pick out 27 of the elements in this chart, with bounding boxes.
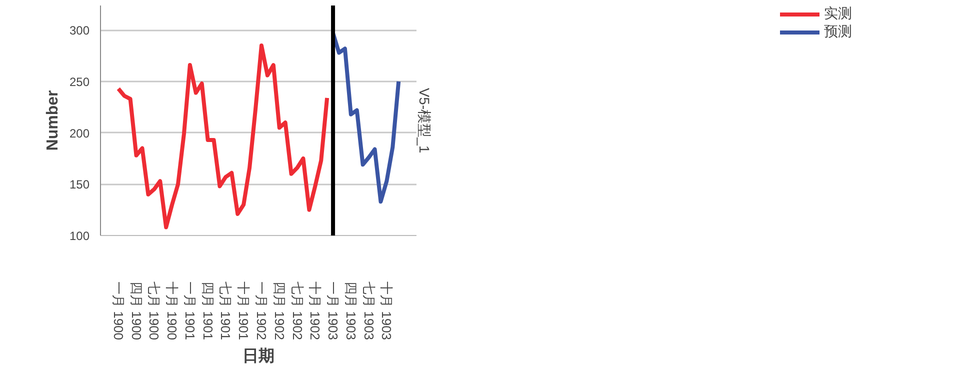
line-series — [116, 44, 330, 230]
x-axis-title: 日期 — [242, 347, 274, 366]
x-tick-label: 一月 1900 — [110, 282, 126, 340]
x-tick-label: 四月 1900 — [128, 282, 144, 340]
x-tick-label: 一月 1902 — [254, 282, 269, 340]
x-tick-label: 七月 1903 — [361, 282, 376, 340]
y-tick-label: 250 — [69, 74, 90, 89]
legend-label: 预测 — [824, 23, 852, 41]
x-tick-label: 十月 1900 — [164, 282, 180, 340]
y-tick-label: 100 — [69, 229, 90, 243]
annotation: V5-模型_1 — [416, 88, 432, 154]
x-tick-label: 四月 1902 — [272, 282, 287, 340]
x-tick-label: 七月 1901 — [218, 282, 234, 340]
x-tick-label: 四月 1901 — [200, 282, 216, 340]
x-tick-label: 一月 1901 — [182, 282, 198, 340]
x-tick-label: 一月 1903 — [326, 282, 341, 340]
x-tick-label: 十月 1903 — [379, 282, 394, 340]
y-tick-label: 300 — [69, 24, 90, 38]
x-tick-label: 十月 1901 — [236, 282, 252, 340]
x-tick-label: 七月 1902 — [290, 282, 305, 340]
x-tick-label: 七月 1900 — [146, 282, 162, 340]
x-tick-label: 十月 1902 — [308, 282, 323, 340]
y-tick-label: 150 — [69, 178, 90, 192]
y-axis-title: Number — [44, 90, 62, 151]
x-tick-label: 四月 1903 — [343, 282, 358, 340]
y-tick-label: 200 — [69, 126, 90, 140]
legend-label: 实测 — [824, 5, 852, 23]
